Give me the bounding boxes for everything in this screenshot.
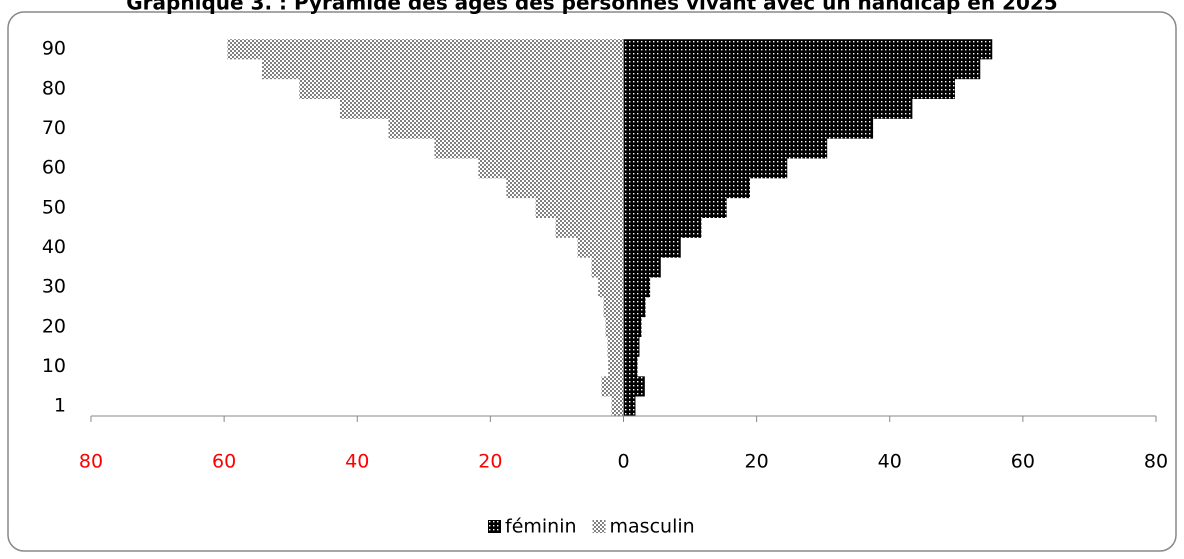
bar bbox=[603, 297, 624, 318]
x-tick-label: 40 bbox=[878, 451, 902, 473]
bar bbox=[478, 158, 624, 179]
y-tick-label: 80 bbox=[42, 77, 66, 99]
bar bbox=[506, 178, 624, 199]
y-tick-label: 30 bbox=[42, 276, 66, 298]
bar bbox=[623, 257, 661, 278]
bar bbox=[623, 277, 651, 298]
bar bbox=[623, 356, 638, 377]
legend-label: masculin bbox=[610, 516, 695, 538]
chart-title: Graphique 3. : Pyramide des âges des per… bbox=[126, 0, 1057, 15]
bar bbox=[623, 316, 642, 337]
bar bbox=[535, 197, 624, 218]
y-tick-label: 40 bbox=[42, 236, 66, 258]
bar bbox=[227, 39, 624, 60]
x-tick-label: 0 bbox=[617, 451, 629, 473]
bar bbox=[607, 336, 624, 357]
bar bbox=[388, 118, 624, 139]
x-tick-label: 20 bbox=[745, 451, 769, 473]
bar bbox=[434, 138, 624, 159]
bar bbox=[623, 118, 874, 139]
y-tick-label: 70 bbox=[42, 117, 66, 139]
bar bbox=[623, 78, 955, 100]
bar bbox=[623, 158, 788, 179]
x-tick-label: 40 bbox=[345, 451, 369, 473]
y-tick-label: 10 bbox=[42, 355, 66, 377]
bar bbox=[577, 237, 624, 258]
bar bbox=[598, 277, 624, 298]
bar bbox=[623, 217, 702, 238]
bar bbox=[623, 59, 981, 80]
legend-swatch bbox=[592, 520, 606, 533]
bar bbox=[591, 257, 624, 278]
x-tick-label: 60 bbox=[1011, 451, 1035, 473]
legend-label: féminin bbox=[505, 516, 577, 538]
x-tick-label: 80 bbox=[79, 451, 103, 473]
bar bbox=[555, 217, 624, 238]
x-tick-label: 80 bbox=[1144, 451, 1168, 473]
x-tick-label: 60 bbox=[212, 451, 236, 473]
bar bbox=[623, 39, 993, 60]
bar bbox=[299, 78, 624, 100]
bar bbox=[623, 396, 636, 417]
bar bbox=[623, 98, 913, 119]
bar bbox=[623, 376, 645, 397]
legend-swatch bbox=[488, 520, 501, 533]
bar bbox=[601, 376, 624, 397]
bar bbox=[623, 297, 646, 318]
bar bbox=[608, 356, 624, 377]
bar bbox=[623, 197, 727, 218]
y-tick-label: 50 bbox=[42, 196, 66, 218]
bar bbox=[262, 59, 624, 80]
bar bbox=[339, 98, 624, 119]
y-tick-label: 20 bbox=[42, 315, 66, 337]
y-tick-label: 1 bbox=[54, 395, 66, 417]
bar bbox=[623, 138, 828, 159]
bar bbox=[623, 178, 750, 199]
bar bbox=[605, 316, 624, 337]
x-tick-label: 20 bbox=[478, 451, 502, 473]
bar bbox=[611, 396, 624, 417]
bar bbox=[623, 336, 640, 357]
bar bbox=[623, 237, 681, 258]
y-tick-label: 90 bbox=[42, 38, 66, 60]
y-tick-label: 60 bbox=[42, 157, 66, 179]
